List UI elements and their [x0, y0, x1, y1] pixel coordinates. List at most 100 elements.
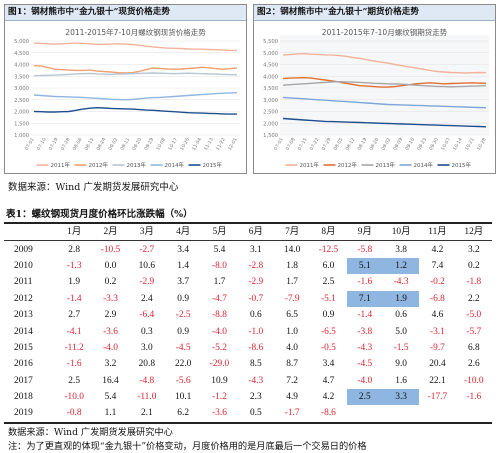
- series-line: [282, 117, 487, 128]
- x-tick-label: 09-23: [416, 137, 428, 152]
- table-cell: -4.3: [393, 277, 409, 288]
- table-cell: 7.1: [346, 290, 383, 307]
- table-cell: -1.4: [66, 293, 82, 304]
- table-cell: -5.6: [175, 375, 191, 386]
- table-cell: 0.0: [104, 260, 117, 271]
- series-line: [282, 52, 487, 74]
- table-cell: -12.5: [318, 244, 339, 255]
- table-header-row: 1月 2月 3月 4月 5月 6月 7月 8月 9月 10月 11月 12月: [4, 223, 492, 242]
- source-top: 数据来源：Wind 广发期货发展研究中心: [8, 182, 179, 193]
- header-month: 3月: [128, 223, 165, 242]
- table-cell: -3.8: [357, 326, 373, 337]
- y-tick-label: 5,500: [263, 39, 278, 45]
- x-tick-label: 08-12: [345, 137, 357, 152]
- y-tick-label: 3,000: [263, 98, 278, 104]
- table-cell: -0.7: [248, 293, 264, 304]
- y-tick-label: 1,000: [14, 133, 29, 139]
- table-cell: -4.1: [66, 326, 82, 337]
- series-line: [33, 65, 238, 74]
- table-cell: 10.6: [138, 260, 156, 271]
- table-cell: -17.7: [427, 392, 448, 403]
- legend-label: 2011年: [300, 161, 320, 169]
- table-cell: 3.2: [467, 244, 480, 255]
- row-year: 2016: [14, 359, 33, 370]
- y-tick-label: 3,500: [14, 74, 29, 80]
- x-tick-label: 10-28: [476, 137, 488, 152]
- table-cell: 20.4: [429, 359, 446, 370]
- table-cell: -1.8: [466, 277, 482, 288]
- table-cell: 1.1: [104, 408, 117, 419]
- table-cell: 2.6: [467, 359, 480, 370]
- table-cell: 6.0: [322, 260, 335, 271]
- table-cell: -7.9: [284, 293, 300, 304]
- table-row: 2019 -0.8 1.1 2.1 6.2 -3.6 0.5 -1.7 -8.6: [4, 405, 492, 422]
- table-row: 2013 2.7 2.9 -6.4 -2.5 -8.8 0.6 6.5 0.9 -1.4 0.6 4.…: [4, 307, 492, 323]
- series-line: [33, 42, 237, 52]
- table-cell: -6.4: [139, 310, 155, 321]
- series-line: [33, 106, 237, 115]
- x-tick-label: 10-08: [155, 137, 167, 152]
- table-cell: 3.1: [249, 244, 262, 255]
- table-cell: -1.2: [212, 392, 227, 403]
- table-cell: -4.0: [357, 375, 373, 386]
- table-cell: 4.0: [286, 342, 298, 353]
- y-tick-label: 5,000: [14, 39, 29, 45]
- legend-label: 2012年: [89, 161, 109, 169]
- table-cell: 4.9: [286, 392, 298, 403]
- table-cell: -4.5: [357, 359, 373, 370]
- plot-area: [280, 35, 489, 135]
- table-cell: -1.6: [466, 392, 482, 403]
- x-tick-label: 10-21: [464, 137, 476, 152]
- table-cell: 2.3: [249, 392, 262, 403]
- table-cell: 3.7: [177, 277, 189, 288]
- table-cell: 16.4: [102, 375, 119, 386]
- table-cell: 5.1: [346, 257, 383, 275]
- series-line: [33, 72, 238, 77]
- table-row: 2016 -1.6 3.2 20.8 22.0 -29.0 8.5 8.7 3.4 -4.5 9.0…: [4, 356, 492, 372]
- row-year: 2017: [14, 375, 33, 386]
- table-cell: 3.8: [395, 244, 407, 255]
- x-tick-label: 07-19: [48, 137, 60, 152]
- table-cell: 0.9: [177, 326, 189, 337]
- x-tick-label: 09-20: [131, 137, 143, 152]
- table-cell: 2.8: [68, 244, 81, 255]
- row-year: 2009: [14, 244, 33, 255]
- table-cell: 1.2: [382, 257, 420, 275]
- table-cell: 7.2: [286, 375, 298, 386]
- table-cell: -0.5: [321, 342, 336, 353]
- table-cell: -0.8: [66, 408, 82, 419]
- y-tick-label: 2,000: [14, 110, 29, 116]
- figure-2-chart: 2011-2015年7-10月螺纹钢期货走势 5,500 5,000 4,500 4,0…: [263, 27, 489, 169]
- series-line: [282, 80, 487, 88]
- x-tick-label: 08-19: [356, 137, 368, 152]
- table-cell: -10.0: [64, 392, 84, 403]
- header-month: 2月: [92, 223, 129, 242]
- y-tick-label: 4,000: [263, 74, 278, 80]
- table-cell: 0.9: [322, 310, 335, 321]
- table-cell: -4.5: [175, 342, 191, 353]
- table-cell: 5.0: [395, 326, 407, 337]
- table-cell: 22.0: [174, 359, 192, 370]
- table-cell: 10.1: [174, 392, 192, 403]
- table-cell: 2.9: [104, 310, 117, 321]
- table-cell: -4.0: [103, 342, 118, 353]
- table-cell: 7.4: [431, 260, 444, 271]
- x-tick-label: 07-01: [273, 137, 285, 152]
- table-cell: -5.2: [212, 342, 227, 353]
- table-title: 表1：螺纹钢现货月度价格环比涨跌幅（%）: [6, 209, 193, 220]
- row-year: 2011: [14, 277, 33, 288]
- table-cell: -29.0: [209, 359, 230, 370]
- table-cell: -10.5: [100, 244, 121, 255]
- header-month: 12月: [455, 223, 492, 242]
- footnote: 注：为了更直观的体现“金九银十”价格变动，月度价格用的是月底最后一个交易日的价格: [8, 441, 367, 452]
- table-cell: 5.4: [104, 392, 117, 403]
- legend-label: 2011年: [51, 161, 71, 169]
- x-tick-label: 07-01: [24, 137, 36, 152]
- x-tick-label: 09-11: [119, 137, 131, 152]
- table-cell: 1.9: [68, 277, 81, 288]
- table-cell: 0.2: [467, 260, 480, 271]
- x-tick-label: 10-26: [179, 137, 191, 152]
- chart-title: 2011-2015年7-10月螺纹钢现货价格走势: [65, 27, 206, 37]
- table-cell: 6.2: [177, 408, 189, 419]
- figure-1-chart: 2011-2015年7-10月螺纹钢现货价格走势 5,000 4,500 4,000 3…: [14, 27, 240, 169]
